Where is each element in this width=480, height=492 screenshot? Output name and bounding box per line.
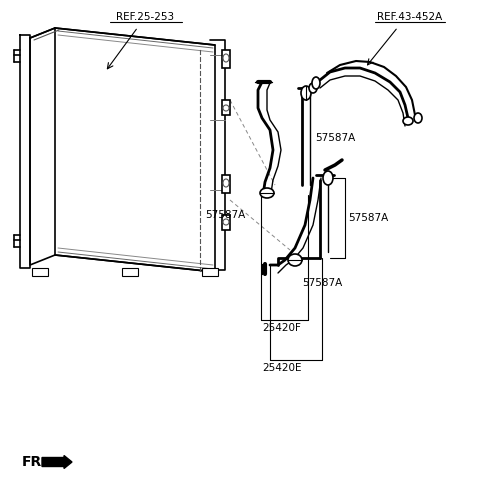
Text: FR.: FR. — [22, 455, 48, 469]
Ellipse shape — [288, 254, 302, 266]
Text: 57587A: 57587A — [348, 213, 388, 223]
Text: REF.25-253: REF.25-253 — [116, 12, 174, 22]
Bar — [202, 268, 218, 276]
FancyArrow shape — [42, 456, 72, 468]
Ellipse shape — [223, 179, 229, 187]
Bar — [222, 175, 230, 193]
Text: 25420F: 25420F — [262, 323, 301, 333]
Text: REF.43-452A: REF.43-452A — [377, 12, 443, 22]
Ellipse shape — [260, 188, 274, 198]
Ellipse shape — [323, 171, 333, 185]
Bar — [222, 100, 230, 115]
Ellipse shape — [223, 219, 229, 225]
Bar — [122, 268, 138, 276]
Ellipse shape — [312, 77, 320, 89]
Ellipse shape — [301, 86, 311, 100]
Text: 25420E: 25420E — [262, 363, 302, 373]
Ellipse shape — [414, 113, 422, 123]
Ellipse shape — [309, 83, 317, 93]
Bar — [222, 215, 230, 230]
Ellipse shape — [223, 105, 229, 111]
Ellipse shape — [403, 117, 413, 125]
Text: 57587A: 57587A — [205, 210, 245, 220]
Bar — [32, 268, 48, 276]
Bar — [222, 50, 230, 68]
Text: 57587A: 57587A — [302, 278, 342, 288]
Ellipse shape — [223, 54, 229, 62]
Text: 57587A: 57587A — [315, 133, 355, 143]
